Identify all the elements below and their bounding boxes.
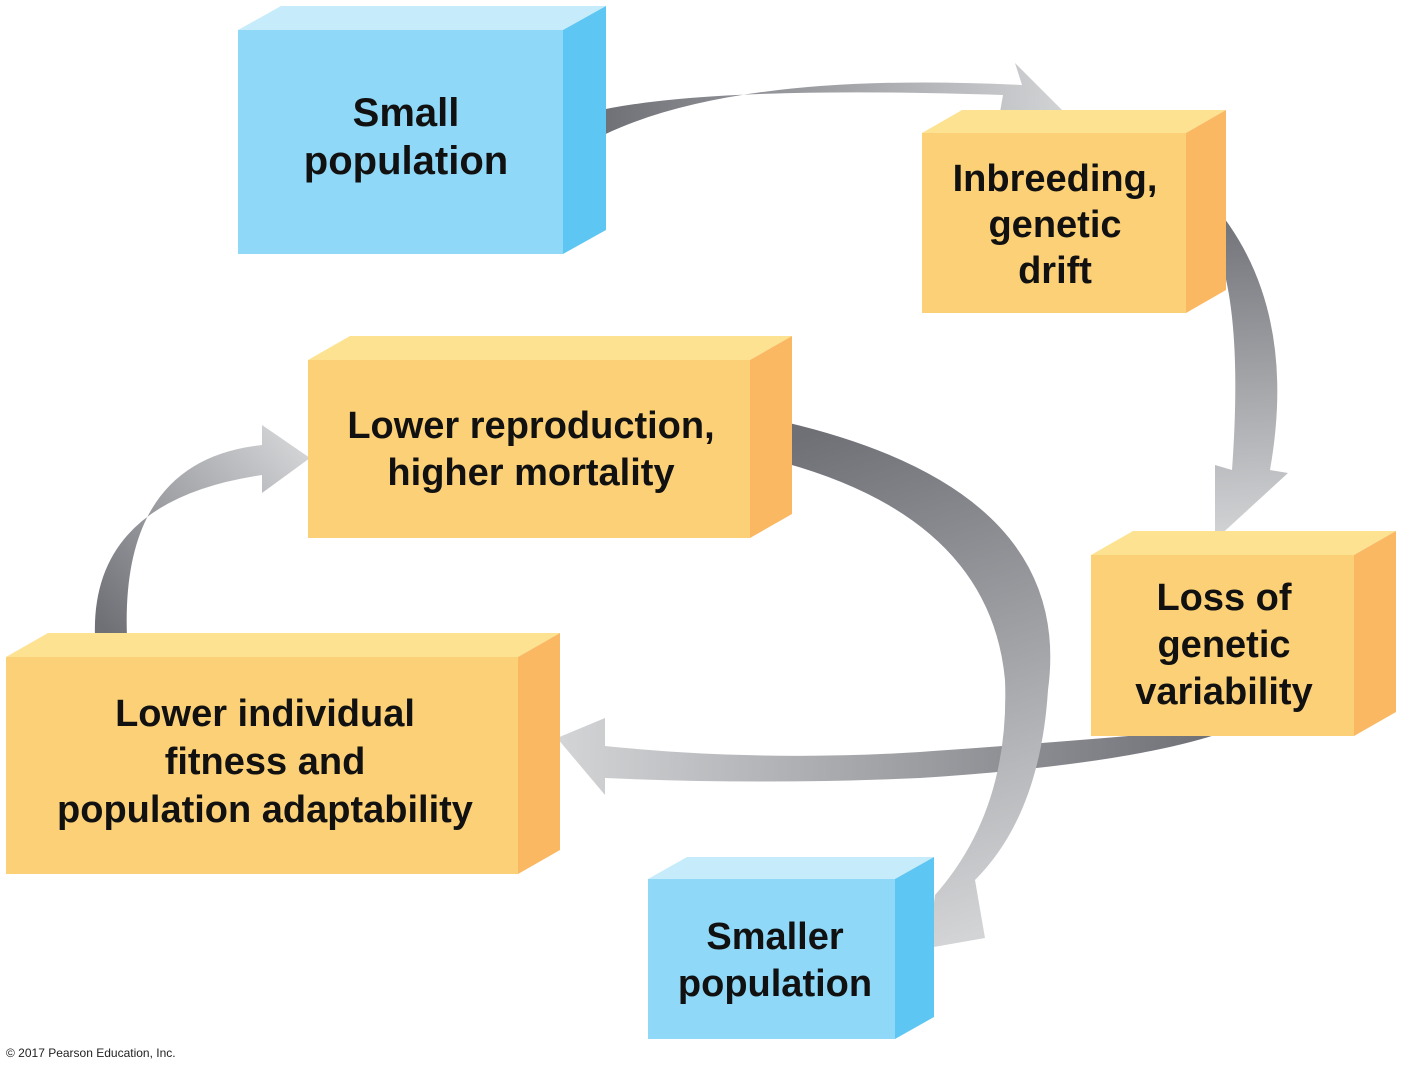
box-top-face (308, 336, 792, 360)
label-line: population (678, 963, 872, 1005)
box-side-face (1354, 531, 1396, 736)
label-line: Small (353, 91, 460, 135)
arrow-fitness-to-reproduction (94, 425, 310, 637)
box-side-face (518, 633, 560, 874)
label-line: Lower individual (115, 693, 415, 735)
label-line: Loss of (1156, 577, 1291, 619)
label-lower-reproduction: Lower reproduction, higher mortality (347, 405, 714, 494)
label-line: Inbreeding, (953, 158, 1158, 200)
box-side-face (750, 336, 792, 538)
box-lower-fitness: Lower individual fitness and population ad… (6, 633, 560, 874)
label-lower-fitness: Lower individual fitness and population ad… (57, 693, 473, 831)
box-front-face (308, 360, 750, 538)
label-line: fitness and (165, 741, 366, 783)
box-top-face (6, 633, 560, 657)
box-top-face (238, 6, 606, 30)
box-front-face (648, 879, 895, 1039)
box-top-face (1091, 531, 1396, 555)
label-line: genetic (988, 204, 1121, 246)
box-front-face (6, 657, 518, 874)
box-front-face (238, 30, 563, 254)
box-front-face (1091, 555, 1354, 736)
arrow-small-to-inbreeding (588, 63, 1070, 143)
label-line: genetic (1157, 624, 1290, 666)
box-side-face (563, 6, 606, 254)
label-loss-variability: Loss of genetic variability (1135, 577, 1312, 713)
box-front-face (922, 133, 1186, 313)
label-line: population (304, 139, 508, 183)
label-line: variability (1135, 671, 1312, 713)
label-line: Lower reproduction, (347, 405, 714, 447)
label-line: drift (1018, 250, 1092, 292)
arrow-reproduction-to-smaller (785, 422, 1051, 948)
copyright-notice: © 2017 Pearson Education, Inc. (6, 1046, 176, 1060)
label-line: Smaller (706, 916, 844, 958)
box-smaller-population: Smaller population (648, 857, 934, 1039)
box-top-face (922, 110, 1226, 133)
label-line: population adaptability (57, 789, 473, 831)
arrow-variability-to-fitness (557, 718, 1215, 795)
arrow-inbreeding-to-variability (1207, 197, 1288, 540)
box-lower-reproduction: Lower reproduction, higher mortality (308, 336, 792, 538)
box-loss-variability: Loss of genetic variability (1091, 531, 1396, 736)
box-top-face (648, 857, 934, 879)
label-smaller-population: Smaller population (678, 916, 872, 1005)
box-side-face (1186, 110, 1226, 313)
label-line: higher mortality (387, 452, 674, 494)
box-side-face (895, 857, 934, 1039)
